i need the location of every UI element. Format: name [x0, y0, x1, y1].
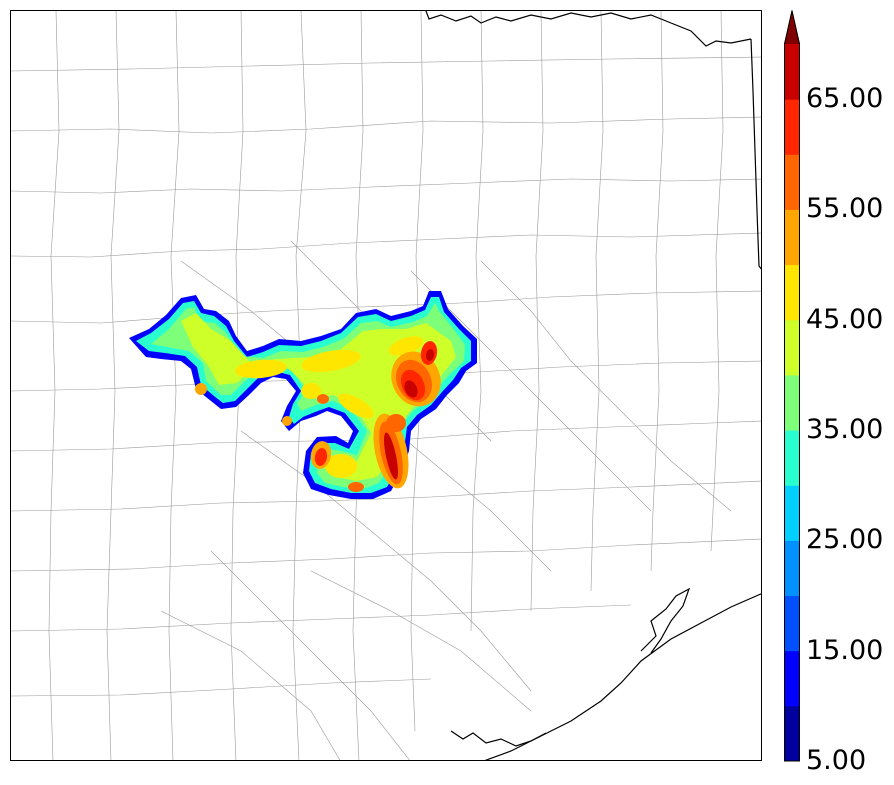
colorbar-bin [784, 374, 800, 431]
colorbar-bin [784, 209, 800, 266]
reflectivity-yellow-cell [388, 336, 424, 356]
colorbar-extend-arrow [784, 10, 800, 44]
colorbar-bin [784, 705, 800, 762]
colorbar-bin [784, 595, 800, 652]
reflectivity-yellow-cell [301, 383, 321, 399]
colorbar-bin [784, 485, 800, 541]
reflectivity-red-core [386, 414, 406, 432]
reflectivity-field [129, 291, 477, 499]
reflectivity-red-core [348, 482, 364, 492]
colorbar-bin [784, 650, 800, 707]
reflectivity-darkred-core [384, 432, 398, 480]
map-canvas [11, 11, 761, 760]
colorbar-bin [784, 540, 800, 597]
colorbar-tick-label: 45.00 [806, 303, 884, 335]
colorbar-tick-label: 65.00 [806, 83, 884, 115]
map-panel [10, 10, 762, 761]
reflectivity-orange-cell [317, 394, 329, 404]
reflectivity-red-core [314, 448, 328, 466]
colorbar-bin [784, 264, 800, 321]
reflectivity-darkred-core [404, 380, 418, 398]
reflectivity-orange-cell [195, 383, 207, 395]
reflectivity-orange-cell [282, 416, 292, 426]
colorbar-tick-label: 15.00 [806, 634, 884, 666]
reflectivity-yellow-cell [301, 349, 361, 373]
colorbar-bin [784, 99, 800, 155]
colorbar-tick-label: 55.00 [806, 193, 884, 225]
colorbar-tick-label: 5.00 [806, 745, 867, 776]
reflectivity-darkred-core [425, 349, 435, 361]
colorbar-tick-label: 25.00 [806, 524, 884, 556]
state-and-coast-boundary [425, 11, 761, 760]
colorbar-bin [784, 430, 800, 486]
colorbar-bin [784, 44, 800, 100]
reflectivity-yellow-cell [235, 359, 287, 379]
reflectivity-yellow-cell [338, 393, 374, 419]
colorbar-bin [784, 319, 800, 376]
colorbar-bin [784, 154, 800, 210]
colorbar [784, 10, 800, 762]
colorbar-tick-label: 35.00 [806, 414, 884, 446]
reflectivity-yellow-cell [325, 454, 357, 478]
